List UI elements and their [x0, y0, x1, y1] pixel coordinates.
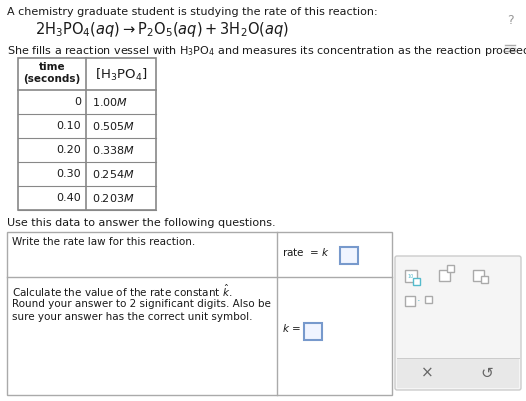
Text: ?: ?: [507, 14, 513, 26]
Bar: [425, 296, 432, 303]
Text: She fills a reaction vessel with $\mathrm{H_3PO_4}$ and measures its concentrati: She fills a reaction vessel with $\mathr…: [7, 44, 526, 58]
Bar: [7, 232, 392, 395]
Bar: [439, 270, 450, 281]
Text: ↺: ↺: [481, 365, 493, 381]
Text: sure your answer has the correct unit symbol.: sure your answer has the correct unit sy…: [12, 312, 252, 322]
Text: Use this data to answer the following questions.: Use this data to answer the following qu…: [7, 218, 276, 228]
Text: A chemistry graduate student is studying the rate of this reaction:: A chemistry graduate student is studying…: [7, 7, 378, 17]
Text: $2\mathrm{H_3PO_4}(aq) \rightarrow \mathrm{P_2O_5}(aq) + 3\mathrm{H_2O}(aq)$: $2\mathrm{H_3PO_4}(aq) \rightarrow \math…: [35, 20, 289, 39]
Text: ×: ×: [421, 365, 433, 381]
Text: 0.338$\mathit{M}$: 0.338$\mathit{M}$: [92, 144, 135, 156]
Text: 0.505$\mathit{M}$: 0.505$\mathit{M}$: [92, 120, 135, 132]
Text: 0: 0: [74, 97, 81, 107]
Text: 0.10: 0.10: [56, 121, 81, 131]
Text: Write the rate law for this reaction.: Write the rate law for this reaction.: [12, 237, 195, 247]
Bar: [18, 58, 156, 210]
Bar: [473, 270, 484, 281]
Bar: [413, 278, 420, 285]
Bar: [304, 323, 322, 340]
Bar: [447, 265, 454, 272]
Text: $[\mathrm{H_3PO_4}]$: $[\mathrm{H_3PO_4}]$: [95, 67, 147, 83]
Text: time
(seconds): time (seconds): [23, 62, 80, 84]
Text: $\mathit{k}$ =: $\mathit{k}$ =: [282, 322, 301, 334]
Text: 10: 10: [408, 275, 414, 279]
Bar: [405, 270, 417, 282]
Bar: [405, 296, 415, 306]
Text: 0.20: 0.20: [56, 145, 81, 155]
Text: 1.00$\mathit{M}$: 1.00$\mathit{M}$: [92, 96, 128, 108]
Text: 0.203$\mathit{M}$: 0.203$\mathit{M}$: [92, 192, 135, 204]
FancyBboxPatch shape: [395, 256, 521, 390]
Bar: [340, 247, 358, 264]
Text: 0.30: 0.30: [56, 169, 81, 179]
Text: 0.40: 0.40: [56, 193, 81, 203]
Text: 0.254$\mathit{M}$: 0.254$\mathit{M}$: [92, 168, 135, 180]
FancyBboxPatch shape: [397, 358, 519, 388]
Text: Round your answer to 2 significant digits. Also be: Round your answer to 2 significant digit…: [12, 299, 271, 309]
Text: Calculate the value of the rate constant $\mathit{\hat{k}}$.: Calculate the value of the rate constant…: [12, 283, 232, 299]
Bar: [481, 276, 488, 283]
Text: ·: ·: [417, 296, 421, 306]
Text: rate  = $\mathit{k}$: rate = $\mathit{k}$: [282, 246, 330, 258]
